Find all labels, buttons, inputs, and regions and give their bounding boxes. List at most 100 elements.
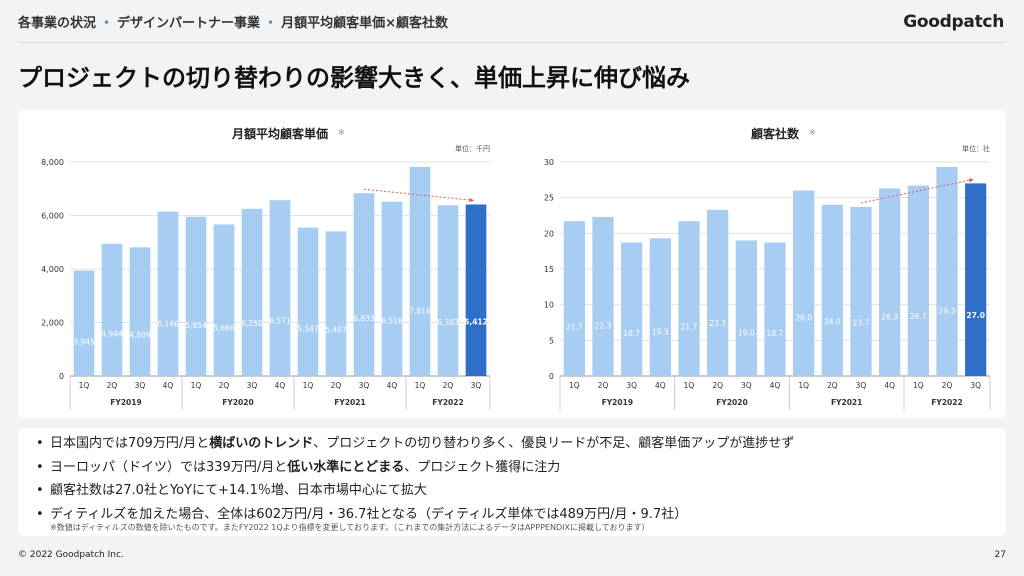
x-tick-label: 1Q [79, 381, 90, 390]
x-tick-label: 4Q [387, 381, 398, 390]
bar [621, 242, 643, 376]
bar-value-label: 4,809 [129, 330, 151, 339]
group-label: FY2021 [334, 398, 365, 407]
group-label: FY2020 [222, 398, 253, 407]
y-tick-label: 4,000 [41, 265, 64, 274]
bar-value-label: 27.0 [966, 311, 985, 320]
y-tick-label: 6,000 [41, 212, 64, 221]
bar-value-label: 4,944 [101, 329, 123, 338]
group-label: FY2022 [931, 398, 962, 407]
note-item: ヨーロッパ（ドイツ）では339万円/月と低い水準にとどまる、プロジェクト獲得に注… [36, 456, 1006, 480]
bar-value-label: 6,250 [241, 319, 263, 328]
trend-arrow-head [469, 197, 474, 203]
x-tick-label: 3Q [135, 381, 146, 390]
bar-value-label: 23.3 [709, 319, 726, 328]
notes-list: 日本国内では709万円/月と横ばいのトレンド、プロジェクトの切り替わり多く、優良… [18, 428, 1006, 526]
bar [353, 193, 375, 376]
bar [213, 224, 235, 376]
y-tick-label: 30 [544, 158, 554, 167]
customer-count-chart: 顧客社数 ※ 単位：社 0 5 10 15 20 25 30 21.7 1Q 22.3 2Q 18.7 3Q 1… [544, 126, 991, 410]
bar [907, 185, 929, 376]
bar-value-label: 26.7 [910, 312, 927, 321]
bar-value-label: 26.0 [795, 313, 812, 322]
bar-value-label: 6,833 [353, 314, 375, 323]
bar-value-label: 6,383 [437, 318, 459, 327]
y-tick-label: 8,000 [41, 158, 64, 167]
breadcrumb-item: 月額平均顧客単価×顧客社数 [281, 16, 448, 31]
note-item: 日本国内では709万円/月と横ばいのトレンド、プロジェクトの切り替わり多く、優良… [36, 432, 1006, 456]
x-tick-label: 3Q [741, 381, 752, 390]
page-title: プロジェクトの切り替わりの影響大きく、単価上昇に伸び悩み [18, 64, 690, 92]
x-tick-label: 3Q [359, 381, 370, 390]
x-tick-label: 2Q [827, 381, 838, 390]
x-tick-label: 3Q [626, 381, 637, 390]
notes-panel: 日本国内では709万円/月と横ばいのトレンド、プロジェクトの切り替わり多く、優良… [18, 428, 1006, 536]
bar-value-label: 26.3 [881, 313, 898, 322]
x-tick-label: 1Q [415, 381, 426, 390]
bar-value-label: 5,666 [213, 324, 235, 333]
goodpatch-logo: Goodpatch [903, 12, 1004, 32]
y-tick-label: 5 [549, 336, 554, 345]
breadcrumb-separator: ・ [100, 16, 114, 31]
bar-value-label: 21.7 [681, 323, 698, 332]
y-tick-label: 0 [549, 372, 554, 381]
bar [241, 208, 263, 376]
copyright: © 2022 Goodpatch Inc. [18, 550, 124, 560]
unit-price-chart: 月額平均顧客単価 ※ 単位：千円 0 2,000 4,000 6,000 8,000 3,945… [41, 126, 491, 410]
bar [269, 200, 291, 376]
bar-value-label: 24.0 [824, 318, 841, 327]
footnote: ※数値はディティルズの数値を除いたものです。またFY2022 1Qより指標を変更… [50, 523, 650, 532]
bar [764, 242, 786, 376]
breadcrumb-separator: ・ [264, 16, 278, 31]
bar-value-label: 29.3 [939, 306, 956, 315]
x-tick-label: 1Q [913, 381, 924, 390]
bar [879, 188, 901, 376]
x-tick-label: 2Q [331, 381, 342, 390]
bar-value-label: 7,816 [409, 306, 431, 315]
bar-value-label: 18.7 [767, 329, 784, 338]
group-label: FY2019 [110, 398, 141, 407]
bar [129, 247, 151, 376]
bar [592, 216, 614, 376]
bar [793, 190, 815, 376]
group-label: FY2021 [831, 398, 862, 407]
x-tick-label: 2Q [942, 381, 953, 390]
bar [101, 243, 123, 376]
x-tick-label: 4Q [163, 381, 174, 390]
x-tick-label: 3Q [247, 381, 258, 390]
chart-title: 月額平均顧客単価 [231, 126, 328, 141]
bar-value-label: 6,571 [269, 316, 291, 325]
x-tick-label: 1Q [798, 381, 809, 390]
note-item: ディティルズを加えた場合、全体は602万円/月・36.7社となる（ディティルズ単… [36, 503, 1006, 527]
group-label: FY2019 [602, 398, 633, 407]
trend-arrow-line [363, 188, 475, 201]
bar-value-label: 3,945 [73, 337, 95, 346]
bar-value-label: 23.7 [853, 318, 870, 327]
x-tick-label: 4Q [655, 381, 666, 390]
bar [563, 221, 585, 376]
bar [821, 204, 843, 376]
bar [678, 221, 700, 376]
x-tick-label: 3Q [856, 381, 867, 390]
trend-arrow-head [968, 178, 974, 183]
x-tick-label: 1Q [569, 381, 580, 390]
x-tick-label: 2Q [107, 381, 118, 390]
x-tick-label: 3Q [970, 381, 981, 390]
x-tick-label: 3Q [471, 381, 482, 390]
x-tick-label: 1Q [191, 381, 202, 390]
chart-unit: 単位：社 [962, 144, 990, 153]
bar-value-label: 6,146 [157, 320, 179, 329]
x-tick-label: 4Q [884, 381, 895, 390]
breadcrumb-item: 各事業の状況 [18, 16, 97, 31]
bar [409, 166, 431, 376]
x-tick-label: 2Q [219, 381, 230, 390]
bar-value-label: 6,412 [464, 318, 488, 327]
x-tick-label: 4Q [275, 381, 286, 390]
charts-panel: 月額平均顧客単価 ※ 単位：千円 0 2,000 4,000 6,000 8,000 3,945… [18, 110, 1006, 418]
x-tick-label: 2Q [598, 381, 609, 390]
bar-value-label: 5,547 [297, 324, 319, 333]
x-tick-label: 1Q [684, 381, 695, 390]
chart-title-mark: ※ [338, 128, 345, 137]
header-divider [18, 42, 1006, 43]
bar-value-label: 21.7 [566, 323, 583, 332]
